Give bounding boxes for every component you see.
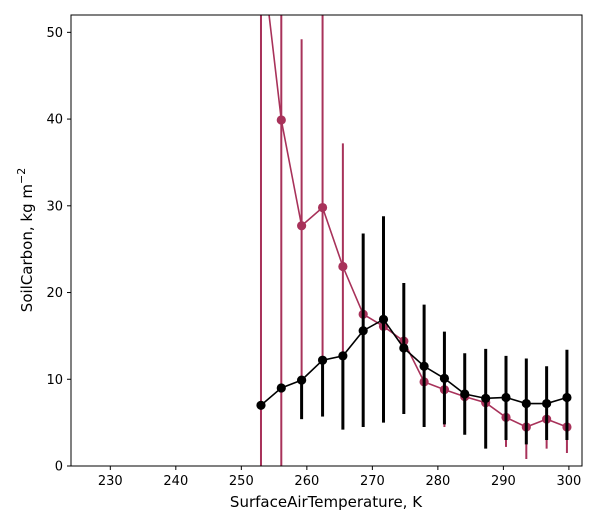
data-point [317, 355, 328, 365]
y-tick-label: 40 [46, 113, 63, 128]
data-point [338, 351, 348, 361]
y-tick-label: 20 [46, 286, 63, 301]
y-axis-label-main: SoilCarbon, kg m [18, 184, 36, 312]
y-tick-label: 0 [55, 460, 63, 475]
y-tick-label: 50 [46, 26, 63, 41]
data-point [501, 392, 511, 403]
data-point [481, 393, 491, 403]
data-point [297, 375, 307, 385]
x-tick-label: 290 [491, 474, 516, 489]
data-point [439, 373, 450, 384]
x-tick-label: 300 [556, 474, 581, 489]
x-axis-label: SurfaceAirTemperature, K [230, 493, 423, 511]
data-point [358, 326, 368, 336]
x-tick-label: 230 [98, 474, 123, 489]
data-point [338, 261, 348, 272]
data-point [521, 398, 531, 409]
axes: 230 240 250 260 270 280 290 300 0 10 20 30 40 50 [46, 26, 581, 489]
x-tick-label: 280 [425, 474, 450, 489]
series-line [260, 318, 568, 406]
data-point [542, 398, 552, 409]
data-point [562, 392, 572, 403]
series-1 [256, 216, 572, 449]
x-tick-label: 240 [163, 474, 188, 489]
data-point [317, 202, 328, 213]
plot-area [256, 15, 572, 466]
data-point [378, 314, 389, 325]
data-point [256, 400, 266, 410]
data-point [399, 343, 409, 353]
x-tick-label: 260 [294, 474, 319, 489]
data-point [419, 361, 429, 371]
x-tick-label: 270 [360, 474, 385, 489]
y-axis-label: SoilCarbon, kg m−2 [15, 168, 36, 312]
series-line [268, 15, 568, 428]
data-point [297, 221, 307, 231]
x-tick-label: 250 [229, 474, 254, 489]
y-tick-label: 30 [46, 199, 63, 214]
y-tick-label: 10 [46, 373, 63, 388]
data-point [460, 389, 470, 399]
data-point [276, 115, 286, 125]
series-0 [259, 15, 572, 466]
y-axis-label-superscript: −2 [15, 168, 28, 184]
plot-frame [70, 14, 583, 467]
data-point [276, 383, 286, 393]
